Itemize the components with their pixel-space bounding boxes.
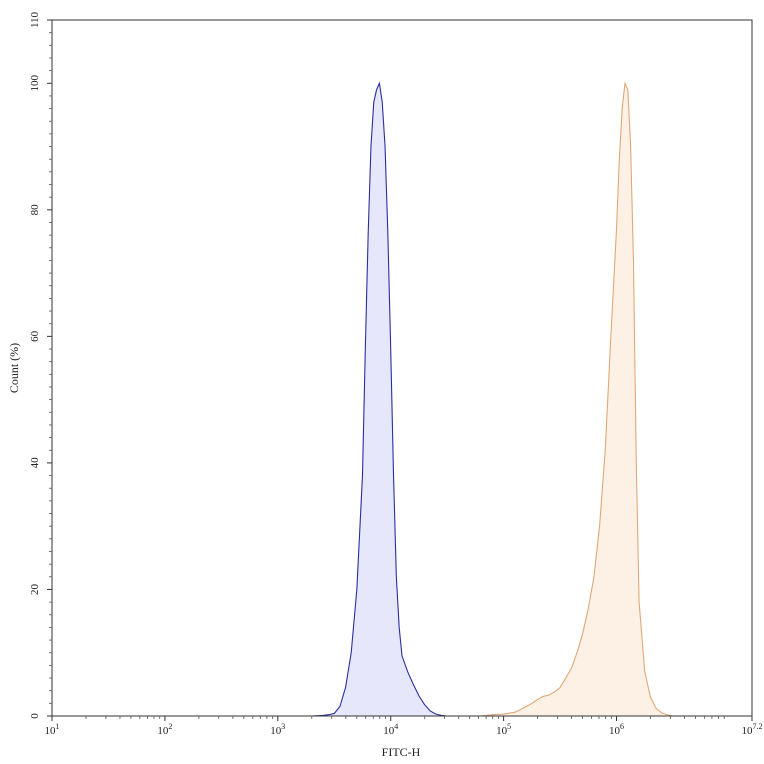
x-tick-label: 101	[45, 722, 60, 737]
x-axis: 101 102 103 104 105 106 107.2	[45, 716, 763, 737]
y-axis-title: Count (%)	[7, 343, 21, 393]
x-tick-label: 102	[157, 722, 172, 737]
y-tick-label: 40	[29, 457, 41, 469]
plot-frame	[51, 19, 753, 717]
y-tick-label: 20	[29, 583, 41, 595]
y-tick-label: 80	[29, 204, 41, 216]
x-tick-label: 107.2	[742, 722, 763, 737]
y-axis: 0 20 40 60 80 100 110	[29, 11, 52, 719]
series-1-area	[311, 83, 448, 716]
y-tick-label: 100	[29, 75, 41, 92]
series-2-area	[481, 83, 673, 716]
y-tick-label: 60	[29, 330, 41, 342]
y-tick-label: 110	[29, 11, 41, 28]
series-2-line	[480, 81, 674, 717]
x-tick-label: 103	[270, 722, 285, 737]
x-tick-label: 105	[496, 722, 511, 737]
x-tick-label: 104	[383, 722, 398, 737]
x-axis-title: FITC-H	[382, 745, 421, 759]
series-1-line	[311, 81, 448, 717]
y-tick-label: 0	[29, 713, 41, 719]
x-tick-label: 106	[609, 722, 624, 737]
